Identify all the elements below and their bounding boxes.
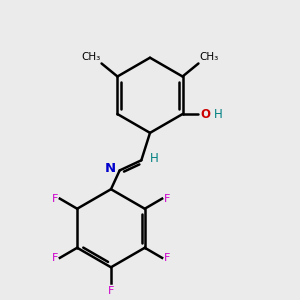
Text: CH₃: CH₃ [82,52,101,62]
Text: N: N [105,163,116,176]
Text: H: H [214,108,223,121]
Text: F: F [52,253,59,263]
Text: F: F [108,286,114,296]
Text: O: O [200,108,210,121]
Text: CH₃: CH₃ [199,52,218,62]
Text: F: F [164,253,170,263]
Text: H: H [149,152,158,165]
Text: F: F [52,194,59,204]
Text: F: F [164,194,170,204]
